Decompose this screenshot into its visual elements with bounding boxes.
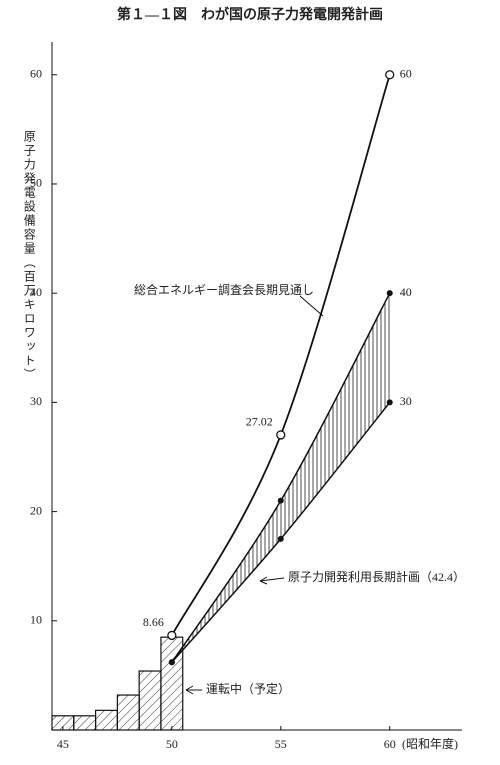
data-label: 27.02 (246, 415, 273, 429)
series-label: 総合エネルギー調査会長期見通し (134, 282, 314, 297)
band-fill (171, 293, 390, 663)
point (168, 659, 175, 666)
bar (73, 715, 97, 731)
point (277, 497, 284, 504)
bar (94, 709, 118, 731)
chart-title: 第１—１図 わが国の原子力発電開発計画 (117, 6, 383, 23)
bar (138, 670, 162, 731)
line (171, 74, 391, 636)
bar (116, 694, 140, 731)
y-tick-label: 60 (30, 67, 42, 81)
point (386, 290, 393, 297)
y-tick-label: 40 (30, 285, 42, 299)
x-tick-label: 55 (275, 737, 287, 751)
point (167, 630, 177, 641)
series-label: 原子力開発利用長期計画（42.4） (288, 569, 465, 584)
bar (51, 715, 75, 731)
data-label: 8.66 (143, 615, 164, 629)
band-upper (171, 292, 391, 663)
x-tick-label: 60 (384, 737, 396, 751)
bars-label: 運転中（予定） (206, 681, 290, 696)
data-label: 60 (400, 67, 412, 81)
arrow-head (185, 685, 194, 695)
x-axis-label: (昭和年度) (402, 736, 458, 751)
point (386, 399, 393, 406)
x-tick-label: 50 (166, 737, 178, 751)
data-label: 30 (400, 394, 412, 408)
leader-line (299, 295, 324, 317)
arrow-head (259, 576, 268, 585)
y-tick-label: 20 (30, 503, 42, 517)
point (276, 430, 286, 440)
y-axis-label: 原子力発電設備容量（百万キロワット） (22, 130, 36, 382)
y-tick-label: 30 (30, 394, 42, 408)
x-tick-label: 45 (57, 737, 69, 751)
y-tick-label: 10 (30, 613, 42, 627)
leader-arrow (259, 577, 285, 582)
data-label: 40 (400, 285, 412, 299)
point (385, 70, 395, 80)
y-tick-label: 50 (30, 176, 42, 190)
point (277, 535, 284, 542)
